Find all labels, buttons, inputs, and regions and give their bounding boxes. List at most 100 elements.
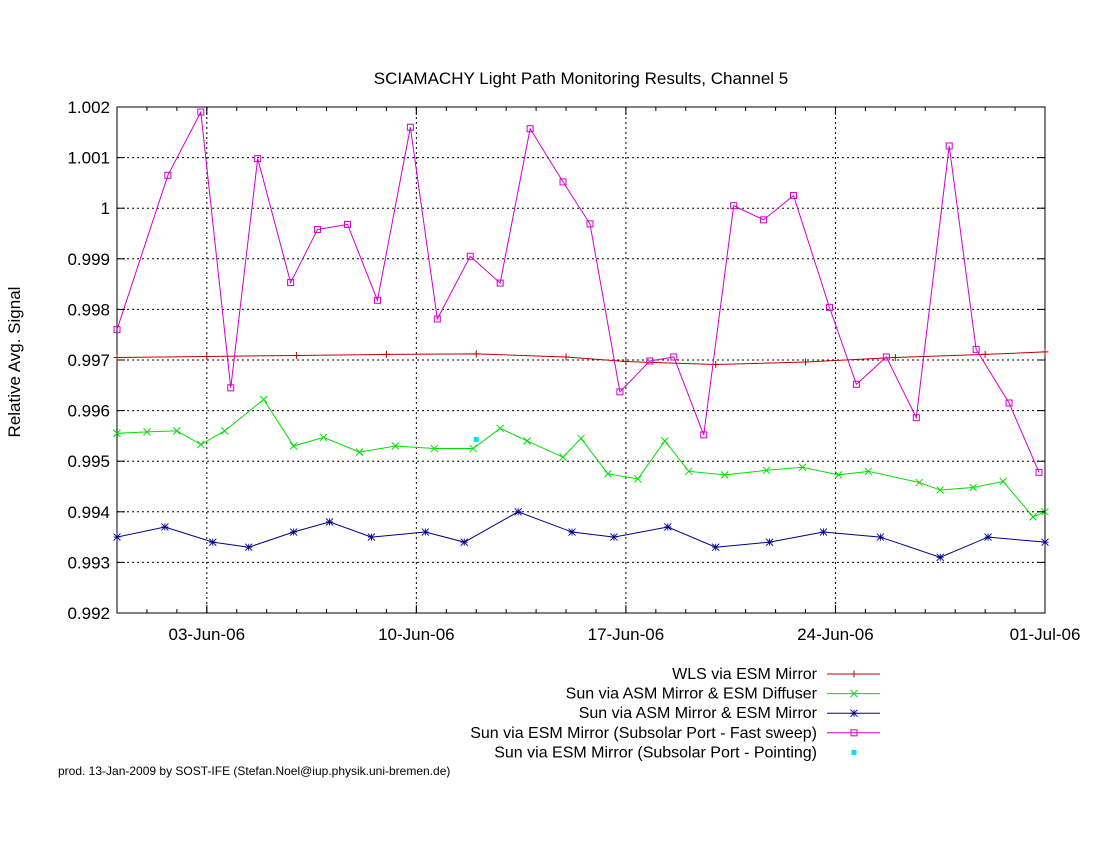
data-point: [984, 533, 992, 541]
data-point: [382, 350, 390, 358]
data-point: [197, 108, 205, 116]
y-tick-label: 0.995: [67, 452, 110, 471]
series-line: [116, 511, 1046, 558]
data-point: [1041, 538, 1049, 546]
y-tick-label: 1.002: [67, 98, 110, 117]
data-point: [660, 437, 669, 445]
data-point: [433, 315, 441, 323]
data-point: [220, 426, 229, 435]
y-tick-label: 0.997: [67, 351, 110, 370]
data-point: [634, 475, 642, 483]
data-point: [646, 357, 654, 365]
data-point: [466, 252, 474, 260]
y-tick-label: 0.998: [67, 300, 110, 319]
data-point: [616, 388, 624, 396]
y-tick-label: 0.996: [67, 402, 110, 421]
data-point: [344, 220, 352, 228]
data-point: [259, 395, 268, 404]
y-axis-label: Relative Avg. Signal: [5, 287, 24, 438]
chart-title: SCIAMACHY Light Path Monitoring Results,…: [374, 69, 789, 88]
data-point: [113, 429, 121, 438]
data-point: [936, 486, 945, 494]
legend-label: Sun via ASM Mirror & ESM Mirror: [579, 705, 818, 722]
legend-marker: [850, 729, 858, 737]
data-point: [834, 471, 843, 479]
data-point: [287, 279, 295, 287]
data-point: [173, 426, 181, 435]
data-point: [790, 192, 798, 200]
series-line: [116, 398, 1046, 518]
data-point: [526, 125, 534, 133]
data-point: [373, 296, 381, 304]
series-wls-via-esm-mirror: [113, 348, 1049, 369]
data-point: [325, 518, 334, 526]
data-point: [143, 427, 151, 436]
data-point: [876, 533, 885, 541]
plot-area: [116, 106, 1046, 614]
data-point: [1005, 399, 1013, 407]
data-point: [523, 437, 531, 445]
data-point: [700, 431, 708, 439]
data-point: [936, 553, 945, 562]
series-layer: [113, 108, 1049, 562]
data-point: [852, 380, 860, 388]
data-point: [293, 351, 301, 359]
data-point: [760, 216, 768, 224]
data-point: [254, 155, 262, 163]
x-tick-label: 03-Jun-06: [169, 625, 246, 644]
legend-label: Sun via ESM Mirror (Subsolar Port - Fast…: [470, 725, 817, 742]
data-point: [684, 467, 693, 476]
y-tick-label: 0.999: [67, 250, 110, 269]
series-line: [116, 351, 1046, 366]
data-point: [1029, 513, 1037, 521]
plot-border: [116, 106, 1046, 614]
data-point: [421, 528, 430, 536]
data-point: [622, 358, 630, 366]
data-point: [164, 171, 172, 179]
data-point: [720, 471, 729, 479]
legend-marker: [850, 709, 858, 718]
data-point: [430, 444, 439, 453]
legend-marker: [851, 749, 857, 755]
data-point: [765, 538, 774, 546]
y-tick-label: 0.994: [67, 503, 110, 522]
data-point: [355, 448, 364, 456]
data-point: [289, 528, 298, 536]
data-point: [196, 440, 205, 449]
data-point: [825, 303, 833, 311]
data-point: [113, 533, 121, 541]
series-line: [116, 110, 1040, 473]
data-point: [802, 358, 810, 366]
data-point: [586, 220, 594, 228]
data-point: [289, 442, 298, 450]
grid: [117, 107, 1045, 613]
production-note: prod. 13-Jan-2009 by SOST-IFE (Stefan.No…: [58, 764, 451, 778]
data-point: [882, 353, 890, 361]
x-tick-label: 17-Jun-06: [588, 625, 665, 644]
data-point: [663, 523, 672, 531]
data-point: [496, 424, 505, 433]
legend-marker: [850, 670, 858, 678]
data-point: [559, 178, 567, 186]
data-point: [562, 353, 570, 361]
data-point: [227, 384, 235, 392]
data-point: [762, 466, 771, 475]
y-tick-label: 1.001: [67, 149, 110, 168]
data-point: [577, 434, 585, 443]
data-point: [972, 345, 980, 353]
data-point: [496, 279, 504, 287]
data-point: [568, 528, 576, 536]
data-point: [208, 538, 217, 546]
x-tick-label: 10-Jun-06: [378, 625, 455, 644]
data-point: [912, 414, 920, 422]
x-tick-label: 01-Jul-06: [1010, 625, 1081, 644]
data-point: [473, 436, 479, 442]
data-point: [981, 350, 989, 358]
axis-ticks: 0.992 0.993 0.994 0.995 0.996 0.997 0.998 0.999…: [67, 98, 1080, 644]
x-tick-label: 24-Jun-06: [797, 625, 874, 644]
data-point: [469, 444, 478, 453]
data-point: [244, 543, 253, 552]
data-point: [1035, 468, 1043, 476]
y-tick-label: 1: [101, 199, 110, 218]
